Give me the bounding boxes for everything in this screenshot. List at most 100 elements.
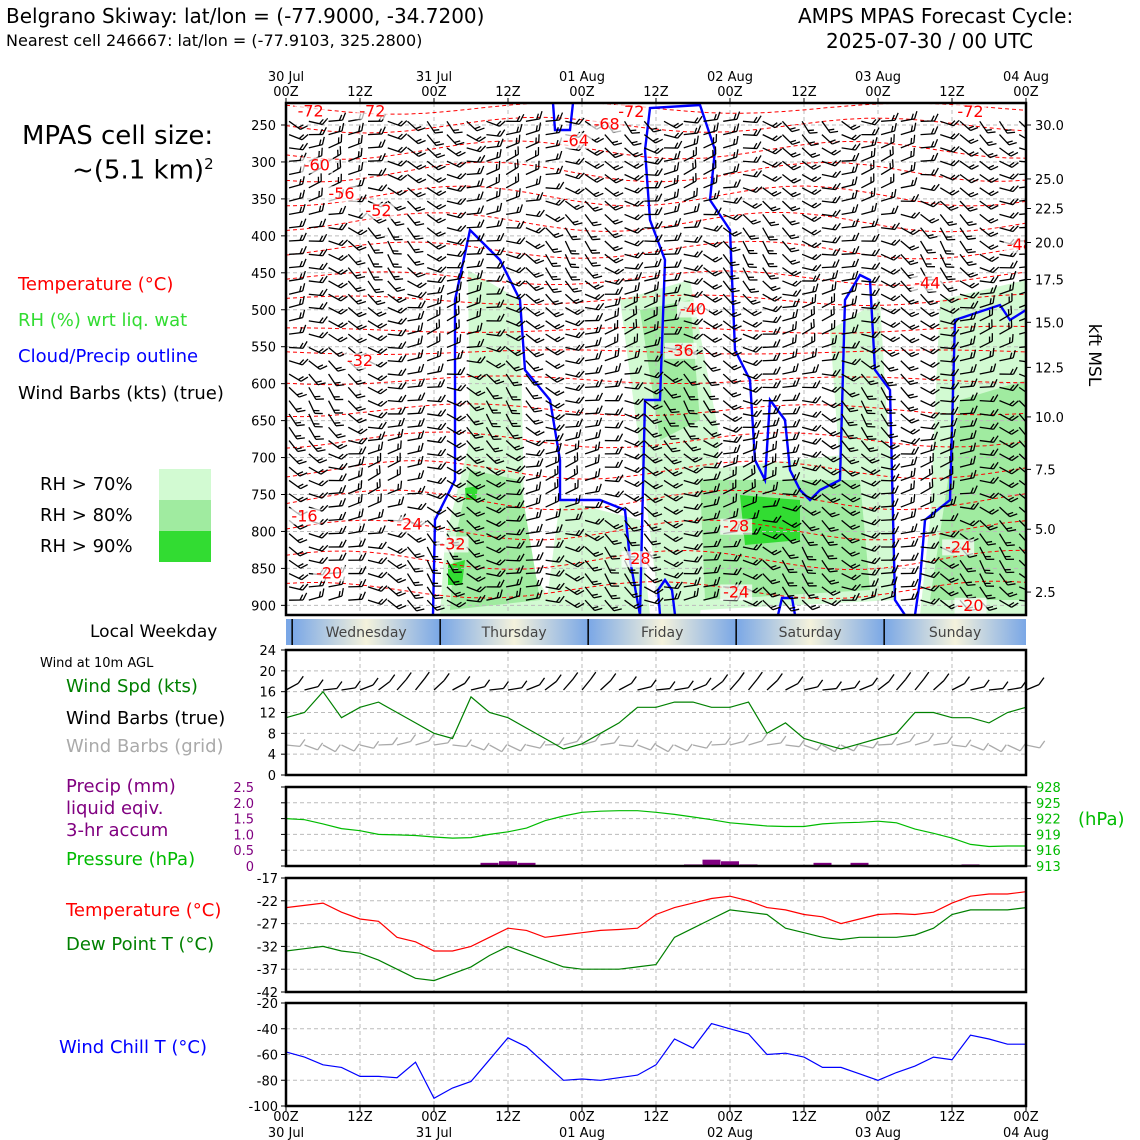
wind-barb xyxy=(604,187,624,197)
wind-barb xyxy=(565,357,585,365)
wind-barb-staff xyxy=(427,302,441,309)
wind-barb-flag xyxy=(911,540,915,547)
wind-barb-flag xyxy=(713,566,718,573)
wind-barb-flag xyxy=(437,154,446,159)
wind-barb-flag xyxy=(776,352,781,361)
wind-barb-flag xyxy=(401,394,407,403)
wind-barb-flag xyxy=(556,324,565,330)
wind-barb-staff xyxy=(426,173,440,183)
wind-barb-staff xyxy=(348,463,363,468)
wind-barb-flag xyxy=(378,169,383,176)
wind-barb-flag xyxy=(397,133,403,139)
wind-barb-staff xyxy=(781,546,792,559)
wind-barb-flag xyxy=(399,440,402,449)
wind-barb-flag xyxy=(575,409,580,416)
wind-barb-flag xyxy=(634,227,640,233)
wind-barb-staff xyxy=(406,227,417,240)
wind-barb-flag xyxy=(596,285,604,290)
wind-barb-flag xyxy=(476,297,479,304)
wind-barb-flag xyxy=(656,388,664,395)
wind-barb-flag xyxy=(476,145,482,152)
wind-barb-flag xyxy=(299,326,303,333)
wind-barb-flag xyxy=(814,242,822,249)
wind-barb-flag xyxy=(436,190,442,195)
wind-barb xyxy=(663,453,682,465)
wind-barb-staff xyxy=(861,572,876,576)
wind-barb-staff xyxy=(722,346,735,357)
wind-barb xyxy=(446,599,467,608)
wind-barb xyxy=(565,429,582,442)
wind-barb-flag xyxy=(514,436,523,440)
wind-barb-flag xyxy=(536,592,540,599)
wind-barb-staff xyxy=(367,346,381,355)
wind-barb-staff xyxy=(466,172,481,176)
wind-barb-flag xyxy=(618,378,623,387)
wind-barb xyxy=(703,576,721,588)
wind-barb-flag xyxy=(557,337,565,343)
wind-barb-flag xyxy=(795,392,801,401)
wind-barb-staff xyxy=(920,346,934,355)
wind-barb-staff xyxy=(407,187,419,198)
wind-barb-flag xyxy=(910,137,913,145)
wind-barb xyxy=(703,510,721,522)
wind-barb-flag xyxy=(675,509,684,515)
wind-barb xyxy=(781,200,801,212)
wind-barb-flag xyxy=(894,473,900,482)
wind-barb-flag xyxy=(636,427,644,434)
wind-barb-staff xyxy=(545,559,560,563)
wind-barb-flag xyxy=(714,297,723,303)
wind-barb xyxy=(407,405,426,415)
wind-barb-flag xyxy=(854,583,861,591)
wind-barb-staff xyxy=(505,293,520,300)
wind-barb-flag xyxy=(733,393,742,398)
wind-barb-staff xyxy=(565,173,579,180)
wind-barb xyxy=(821,586,841,596)
wind-barb-flag xyxy=(338,554,343,561)
wind-barb xyxy=(367,585,388,592)
wind-barb-flag xyxy=(401,341,407,349)
wind-barb-flag xyxy=(851,166,855,173)
wind-barb-staff xyxy=(762,200,774,212)
wind-barb xyxy=(664,326,683,335)
wind-barb-flag xyxy=(834,335,838,344)
wind-barb-staff xyxy=(565,187,579,195)
wind-barb xyxy=(880,440,900,450)
wind-barb-flag xyxy=(591,580,598,583)
wind-barb xyxy=(407,455,424,468)
wind-barb xyxy=(821,195,841,204)
wind-barb-staff xyxy=(505,466,520,473)
wind-barb-flag xyxy=(594,607,603,612)
wind-barb-flag xyxy=(319,235,324,242)
wind-barb xyxy=(663,271,682,282)
wind-barb-flag xyxy=(795,378,800,387)
wind-barb-staff xyxy=(821,160,836,167)
wind-barb-flag xyxy=(597,454,600,463)
wind-barb xyxy=(367,571,388,579)
wind-barb-flag xyxy=(752,600,758,606)
wind-barb-flag xyxy=(835,195,841,204)
wind-barb-flag xyxy=(593,568,603,572)
wind-barb-flag xyxy=(539,565,544,573)
wind-barb-staff xyxy=(328,492,343,495)
wind-barb-flag xyxy=(574,602,581,607)
wind-barb xyxy=(624,453,644,460)
wind-barb-flag xyxy=(694,556,699,563)
wind-barb xyxy=(506,553,525,562)
wind-barb-flag xyxy=(697,566,703,575)
wind-barb xyxy=(683,333,704,340)
wind-barb xyxy=(387,341,407,350)
wind-barb xyxy=(367,452,382,468)
wind-barb-flag xyxy=(851,552,860,557)
wind-barb-flag xyxy=(614,234,623,239)
wind-barb xyxy=(762,599,781,611)
wind-barb-staff xyxy=(703,333,716,343)
wind-barb-staff xyxy=(683,120,698,124)
wind-barb xyxy=(387,428,404,442)
wind-barb xyxy=(584,160,605,170)
wind-barb-flag xyxy=(355,393,362,397)
wind-barb-staff xyxy=(387,254,395,268)
wind-barb-flag xyxy=(437,423,443,430)
wind-barb-flag xyxy=(337,269,344,274)
wind-barb-staff xyxy=(781,240,792,253)
wind-barb-flag xyxy=(297,550,304,555)
